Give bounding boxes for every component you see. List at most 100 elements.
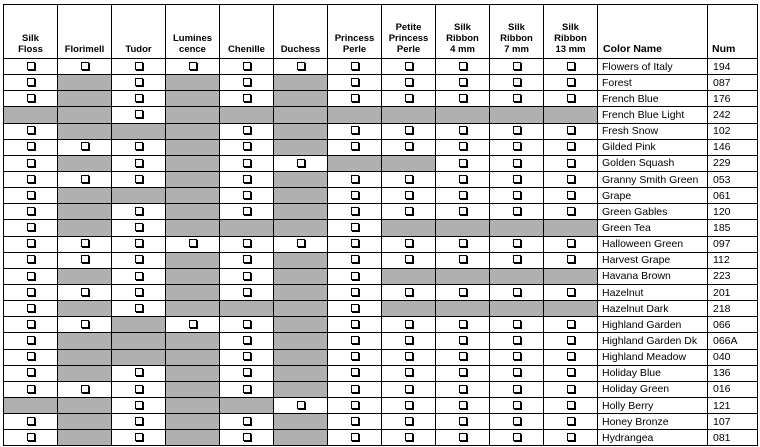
checkbox-icon[interactable]	[80, 384, 89, 393]
checkbox-icon[interactable]	[458, 126, 467, 135]
checkbox-icon[interactable]	[566, 190, 575, 199]
checkbox-icon[interactable]	[134, 94, 143, 103]
checkbox-icon[interactable]	[566, 77, 575, 86]
checkbox-icon[interactable]	[566, 126, 575, 135]
checkbox-icon[interactable]	[134, 239, 143, 248]
checkbox-icon[interactable]	[242, 94, 251, 103]
checkbox-icon[interactable]	[566, 207, 575, 216]
checkbox-icon[interactable]	[26, 287, 35, 296]
checkbox-icon[interactable]	[350, 336, 359, 345]
checkbox-icon[interactable]	[350, 142, 359, 151]
checkbox-icon[interactable]	[242, 239, 251, 248]
checkbox-icon[interactable]	[566, 352, 575, 361]
checkbox-icon[interactable]	[134, 255, 143, 264]
checkbox-icon[interactable]	[458, 94, 467, 103]
checkbox-icon[interactable]	[458, 416, 467, 425]
checkbox-icon[interactable]	[350, 94, 359, 103]
checkbox-icon[interactable]	[350, 320, 359, 329]
checkbox-icon[interactable]	[458, 190, 467, 199]
checkbox-icon[interactable]	[458, 352, 467, 361]
checkbox-icon[interactable]	[512, 239, 521, 248]
checkbox-icon[interactable]	[404, 239, 413, 248]
checkbox-icon[interactable]	[80, 61, 89, 70]
checkbox-icon[interactable]	[134, 110, 143, 119]
checkbox-icon[interactable]	[134, 223, 143, 232]
checkbox-icon[interactable]	[134, 158, 143, 167]
checkbox-icon[interactable]	[134, 207, 143, 216]
checkbox-icon[interactable]	[404, 400, 413, 409]
checkbox-icon[interactable]	[512, 336, 521, 345]
checkbox-icon[interactable]	[458, 433, 467, 442]
checkbox-icon[interactable]	[566, 142, 575, 151]
checkbox-icon[interactable]	[242, 352, 251, 361]
checkbox-icon[interactable]	[458, 255, 467, 264]
checkbox-icon[interactable]	[80, 287, 89, 296]
checkbox-icon[interactable]	[512, 433, 521, 442]
checkbox-icon[interactable]	[80, 255, 89, 264]
checkbox-icon[interactable]	[566, 174, 575, 183]
checkbox-icon[interactable]	[458, 174, 467, 183]
checkbox-icon[interactable]	[26, 223, 35, 232]
checkbox-icon[interactable]	[26, 352, 35, 361]
checkbox-icon[interactable]	[404, 61, 413, 70]
checkbox-icon[interactable]	[26, 190, 35, 199]
checkbox-icon[interactable]	[350, 77, 359, 86]
checkbox-icon[interactable]	[350, 190, 359, 199]
checkbox-icon[interactable]	[404, 287, 413, 296]
checkbox-icon[interactable]	[404, 142, 413, 151]
checkbox-icon[interactable]	[566, 255, 575, 264]
checkbox-icon[interactable]	[566, 384, 575, 393]
checkbox-icon[interactable]	[134, 433, 143, 442]
checkbox-icon[interactable]	[566, 320, 575, 329]
checkbox-icon[interactable]	[242, 207, 251, 216]
checkbox-icon[interactable]	[512, 77, 521, 86]
checkbox-icon[interactable]	[458, 384, 467, 393]
checkbox-icon[interactable]	[242, 158, 251, 167]
checkbox-icon[interactable]	[350, 255, 359, 264]
checkbox-icon[interactable]	[404, 352, 413, 361]
checkbox-icon[interactable]	[134, 271, 143, 280]
checkbox-icon[interactable]	[566, 416, 575, 425]
checkbox-icon[interactable]	[458, 207, 467, 216]
checkbox-icon[interactable]	[458, 400, 467, 409]
checkbox-icon[interactable]	[26, 158, 35, 167]
checkbox-icon[interactable]	[134, 303, 143, 312]
checkbox-icon[interactable]	[350, 287, 359, 296]
checkbox-icon[interactable]	[512, 400, 521, 409]
checkbox-icon[interactable]	[512, 207, 521, 216]
checkbox-icon[interactable]	[512, 287, 521, 296]
checkbox-icon[interactable]	[458, 158, 467, 167]
checkbox-icon[interactable]	[350, 352, 359, 361]
checkbox-icon[interactable]	[404, 336, 413, 345]
checkbox-icon[interactable]	[458, 77, 467, 86]
checkbox-icon[interactable]	[350, 433, 359, 442]
checkbox-icon[interactable]	[134, 384, 143, 393]
checkbox-icon[interactable]	[350, 271, 359, 280]
checkbox-icon[interactable]	[188, 61, 197, 70]
checkbox-icon[interactable]	[134, 77, 143, 86]
checkbox-icon[interactable]	[26, 303, 35, 312]
checkbox-icon[interactable]	[350, 126, 359, 135]
checkbox-icon[interactable]	[566, 336, 575, 345]
checkbox-icon[interactable]	[512, 174, 521, 183]
checkbox-icon[interactable]	[26, 320, 35, 329]
checkbox-icon[interactable]	[26, 126, 35, 135]
checkbox-icon[interactable]	[566, 94, 575, 103]
checkbox-icon[interactable]	[404, 255, 413, 264]
checkbox-icon[interactable]	[242, 255, 251, 264]
checkbox-icon[interactable]	[458, 336, 467, 345]
checkbox-icon[interactable]	[26, 94, 35, 103]
checkbox-icon[interactable]	[458, 368, 467, 377]
checkbox-icon[interactable]	[134, 142, 143, 151]
checkbox-icon[interactable]	[26, 384, 35, 393]
checkbox-icon[interactable]	[458, 61, 467, 70]
checkbox-icon[interactable]	[242, 368, 251, 377]
checkbox-icon[interactable]	[242, 271, 251, 280]
checkbox-icon[interactable]	[512, 320, 521, 329]
checkbox-icon[interactable]	[404, 126, 413, 135]
checkbox-icon[interactable]	[134, 400, 143, 409]
checkbox-icon[interactable]	[296, 158, 305, 167]
checkbox-icon[interactable]	[80, 174, 89, 183]
checkbox-icon[interactable]	[242, 174, 251, 183]
checkbox-icon[interactable]	[242, 287, 251, 296]
